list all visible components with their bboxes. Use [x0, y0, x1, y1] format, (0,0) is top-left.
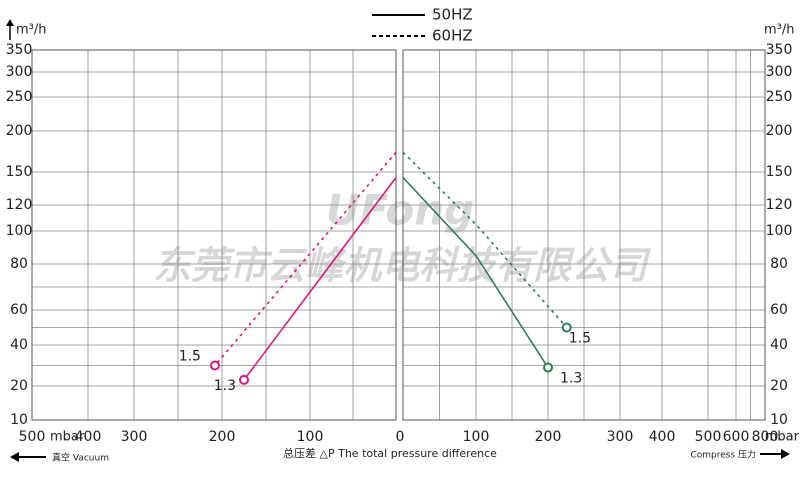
y-tick-label: 60: [10, 302, 28, 318]
end-marker: [543, 362, 553, 373]
end-label: 1.5: [179, 349, 201, 365]
compress-arrow-head: [781, 449, 790, 459]
x-tick-label: 100: [297, 429, 324, 445]
y-tick-label: 120: [6, 197, 33, 213]
series-line: [402, 151, 568, 329]
y-arrow-head: [6, 19, 14, 26]
y-tick-label: 80: [10, 256, 28, 272]
x-tick-label: 300: [121, 429, 148, 445]
y-tick-label: 100: [766, 223, 793, 239]
y-tick-label: 300: [766, 64, 793, 80]
x-tick-label: 100: [463, 429, 490, 445]
end-marker: [209, 360, 220, 371]
x-tick-label: 400: [75, 429, 102, 445]
y-tick-label: 80: [770, 256, 788, 272]
series-line: [402, 176, 549, 368]
end-label: 1.3: [560, 371, 582, 387]
y-tick-label: 300: [6, 64, 33, 80]
y-tick-label: 20: [10, 378, 28, 394]
series-line: [243, 177, 397, 381]
y-tick-label: 250: [6, 89, 33, 105]
watermark-company: 东莞市云峰机电科技有限公司: [153, 244, 651, 288]
y-tick-label: 40: [10, 337, 28, 353]
y-tick-label: 40: [770, 337, 788, 353]
x-tick-label: 0: [396, 429, 405, 445]
vacuum-caption: 真空 Vacuum: [52, 452, 109, 464]
y-tick-label: 10: [770, 412, 788, 428]
y-tick-label: 100: [6, 223, 33, 239]
compress-caption: Compress 压力: [690, 449, 756, 461]
x-tick-label: 500: [19, 429, 46, 445]
x-unit-right: mbar: [765, 430, 800, 445]
x-unit-left: mbar: [50, 430, 85, 445]
end-label: 1.5: [569, 331, 591, 347]
panel-frame: [402, 49, 766, 421]
y-tick-label: 150: [6, 164, 33, 180]
x-tick-label: 300: [607, 429, 634, 445]
end-marker: [239, 374, 249, 385]
x-tick-label: 600: [723, 429, 750, 445]
y-tick-label: 200: [766, 123, 793, 139]
y-tick-label: 10: [10, 412, 28, 428]
y-tick-label: 250: [766, 89, 793, 105]
y-tick-label: 200: [6, 123, 33, 139]
x-tick-label: 400: [649, 429, 676, 445]
x-title: 总压差 △P The total pressure difference: [283, 446, 497, 460]
y-tick-label: 350: [6, 42, 33, 58]
y-tick-label: 120: [766, 197, 793, 213]
panel-frame: [31, 49, 397, 421]
end-marker: [561, 322, 572, 333]
y-unit-right: m³/h: [764, 23, 795, 38]
y-tick-label: 350: [766, 42, 793, 58]
vacuum-arrow-head: [10, 452, 19, 462]
y-tick-label: 150: [766, 164, 793, 180]
x-tick-label: 800: [752, 429, 779, 445]
legend-label: 50HZ: [432, 6, 473, 24]
y-tick-label: 20: [770, 378, 788, 394]
x-tick-label: 200: [535, 429, 562, 445]
end-label: 1.3: [214, 378, 236, 394]
y-tick-label: 60: [770, 302, 788, 318]
watermark: UFong: [326, 186, 474, 235]
x-tick-label: 200: [209, 429, 236, 445]
y-unit-left: m³/h: [16, 23, 47, 38]
x-tick-label: 500: [695, 429, 722, 445]
series-line: [214, 151, 397, 367]
legend-label: 60HZ: [432, 27, 473, 45]
